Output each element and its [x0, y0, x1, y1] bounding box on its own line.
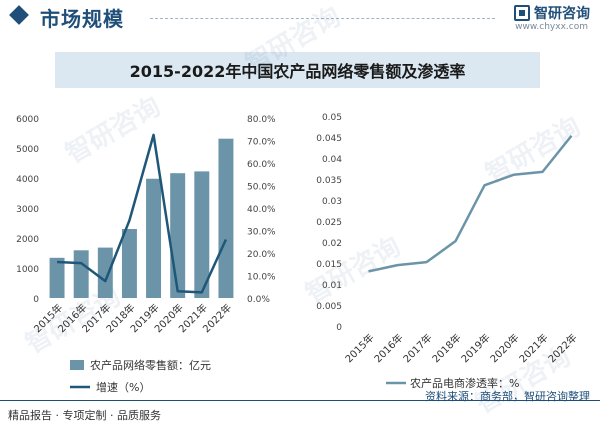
- footer: 精品报告 · 专项定制 · 品质服务 资料来源：商务部，智研咨询整理: [0, 390, 600, 428]
- chart-title: 2015-2022年中国农产品网络零售额及渗透率: [129, 62, 466, 81]
- title-box: 2015-2022年中国农产品网络零售额及渗透率: [55, 52, 540, 88]
- x-tick: 2022年: [545, 331, 579, 365]
- y-tick-right: 60.0%: [247, 160, 276, 170]
- y-tick-left: 0: [33, 295, 39, 305]
- y-tick-left: 6000: [16, 115, 39, 125]
- y-tick-right: 50.0%: [247, 183, 276, 193]
- logo: 智研咨询: [514, 3, 590, 23]
- y-tick-right: 80.0%: [247, 115, 276, 125]
- bar: [218, 138, 234, 298]
- x-tick: 2015年: [342, 331, 376, 365]
- legend-label: 农产品网络零售额：亿元: [90, 358, 211, 372]
- x-tick: 2017年: [400, 331, 434, 365]
- y-tick: 0.025: [316, 218, 342, 228]
- legend-swatch-bar: [70, 360, 84, 370]
- x-tick: 2020年: [487, 331, 521, 365]
- y-tick: 0.05: [322, 113, 342, 123]
- footer-slogan: 精品报告 · 专项定制 · 品质服务: [8, 409, 161, 422]
- y-tick: 0.045: [316, 134, 342, 144]
- legend-label: 增速（%）: [96, 380, 150, 394]
- y-tick: 0.03: [322, 197, 342, 207]
- bar: [97, 247, 113, 298]
- logo-url: www.chyxx.com: [515, 22, 588, 32]
- bar: [121, 229, 137, 298]
- x-tick: 2016年: [371, 331, 405, 365]
- header: 市场规模 智研咨询 www.chyxx.com: [0, 0, 600, 40]
- bar: [146, 178, 162, 298]
- y-tick-right: 30.0%: [247, 228, 276, 238]
- y-tick-left: 1000: [16, 265, 39, 275]
- y-tick-right: 40.0%: [247, 205, 276, 215]
- bar: [73, 250, 89, 298]
- y-tick-left: 5000: [16, 145, 39, 155]
- penetration-line: [368, 134, 573, 273]
- x-tick: 2021年: [516, 331, 550, 365]
- y-tick: 0.005: [316, 302, 342, 312]
- footer-divider: [0, 400, 600, 401]
- logo-icon: [514, 5, 530, 21]
- y-tick: 0.04: [322, 155, 342, 165]
- header-divider: [150, 18, 495, 19]
- y-tick-left: 4000: [16, 175, 39, 185]
- bar: [49, 257, 65, 298]
- growth-line: [57, 133, 228, 294]
- y-tick-left: 2000: [16, 235, 39, 245]
- source-note: 资料来源：商务部，智研咨询整理: [425, 390, 590, 403]
- y-tick-right: 70.0%: [247, 138, 276, 148]
- section-title: 市场规模: [40, 7, 124, 31]
- y-tick: 0: [336, 323, 342, 333]
- y-tick-right: 0.0%: [247, 295, 270, 305]
- bar: [194, 171, 210, 298]
- legend-label: 农产品电商渗透率：%: [410, 376, 519, 390]
- y-tick: 0.015: [316, 260, 342, 270]
- y-tick: 0.01: [322, 281, 342, 291]
- y-tick-right: 10.0%: [247, 273, 276, 283]
- logo-text: 智研咨询: [534, 6, 590, 22]
- y-tick-right: 20.0%: [247, 250, 276, 260]
- x-tick: 2018年: [429, 331, 463, 365]
- x-tick: 2019年: [458, 331, 492, 365]
- y-tick: 0.035: [316, 176, 342, 186]
- y-tick-left: 3000: [16, 205, 39, 215]
- bar: [170, 173, 186, 298]
- y-tick: 0.02: [322, 239, 342, 249]
